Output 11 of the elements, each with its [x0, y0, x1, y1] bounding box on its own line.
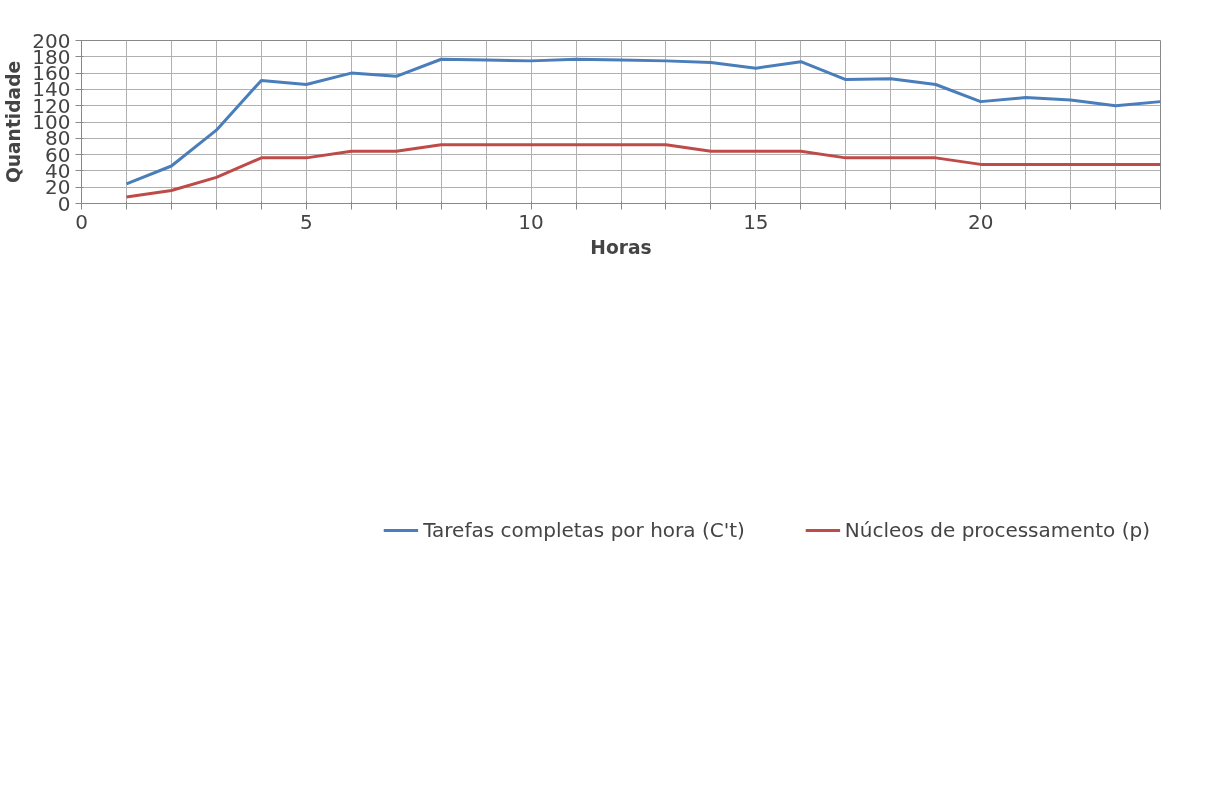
legend-label: Tarefas completas por hora (C't): [423, 518, 745, 542]
x-tick-label: 15: [743, 209, 769, 234]
x-axis-title: Horas: [590, 236, 652, 258]
y-axis-title: Quantidade: [3, 60, 25, 184]
x-tick-label: 10: [518, 209, 544, 234]
line-series: [124, 57, 1161, 186]
x-tick-label: 20: [967, 209, 994, 234]
line-series: [124, 143, 1161, 199]
legend-label: Núcleos de processamento (p): [844, 518, 1150, 542]
x-tick-label: 0: [75, 209, 88, 234]
x-tick-label: 5: [299, 209, 313, 234]
